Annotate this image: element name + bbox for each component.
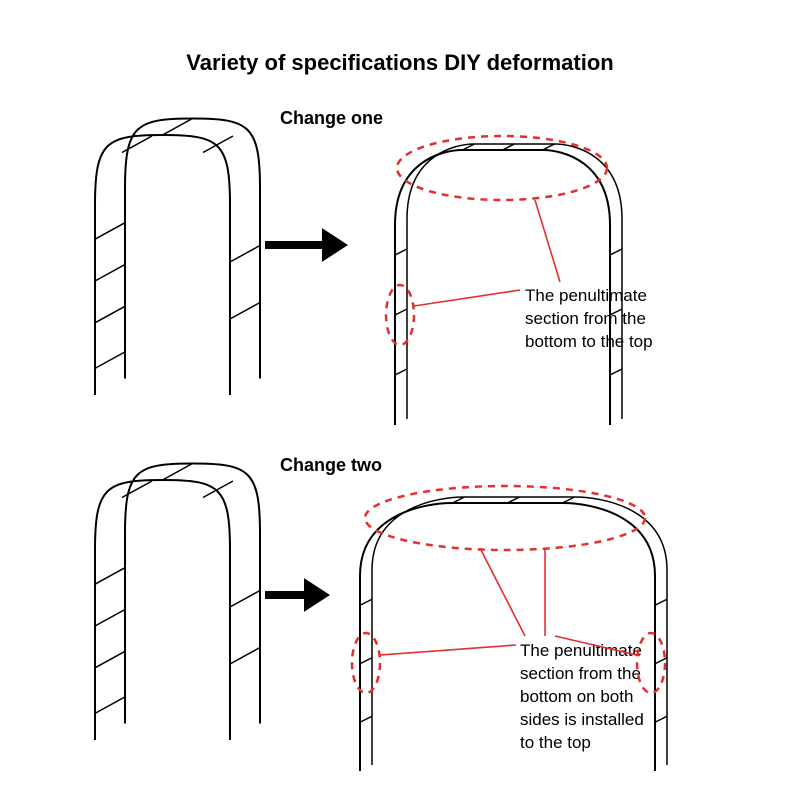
diagram-svg xyxy=(0,0,800,800)
diagram-page: Variety of specifications DIY deformatio… xyxy=(0,0,800,800)
